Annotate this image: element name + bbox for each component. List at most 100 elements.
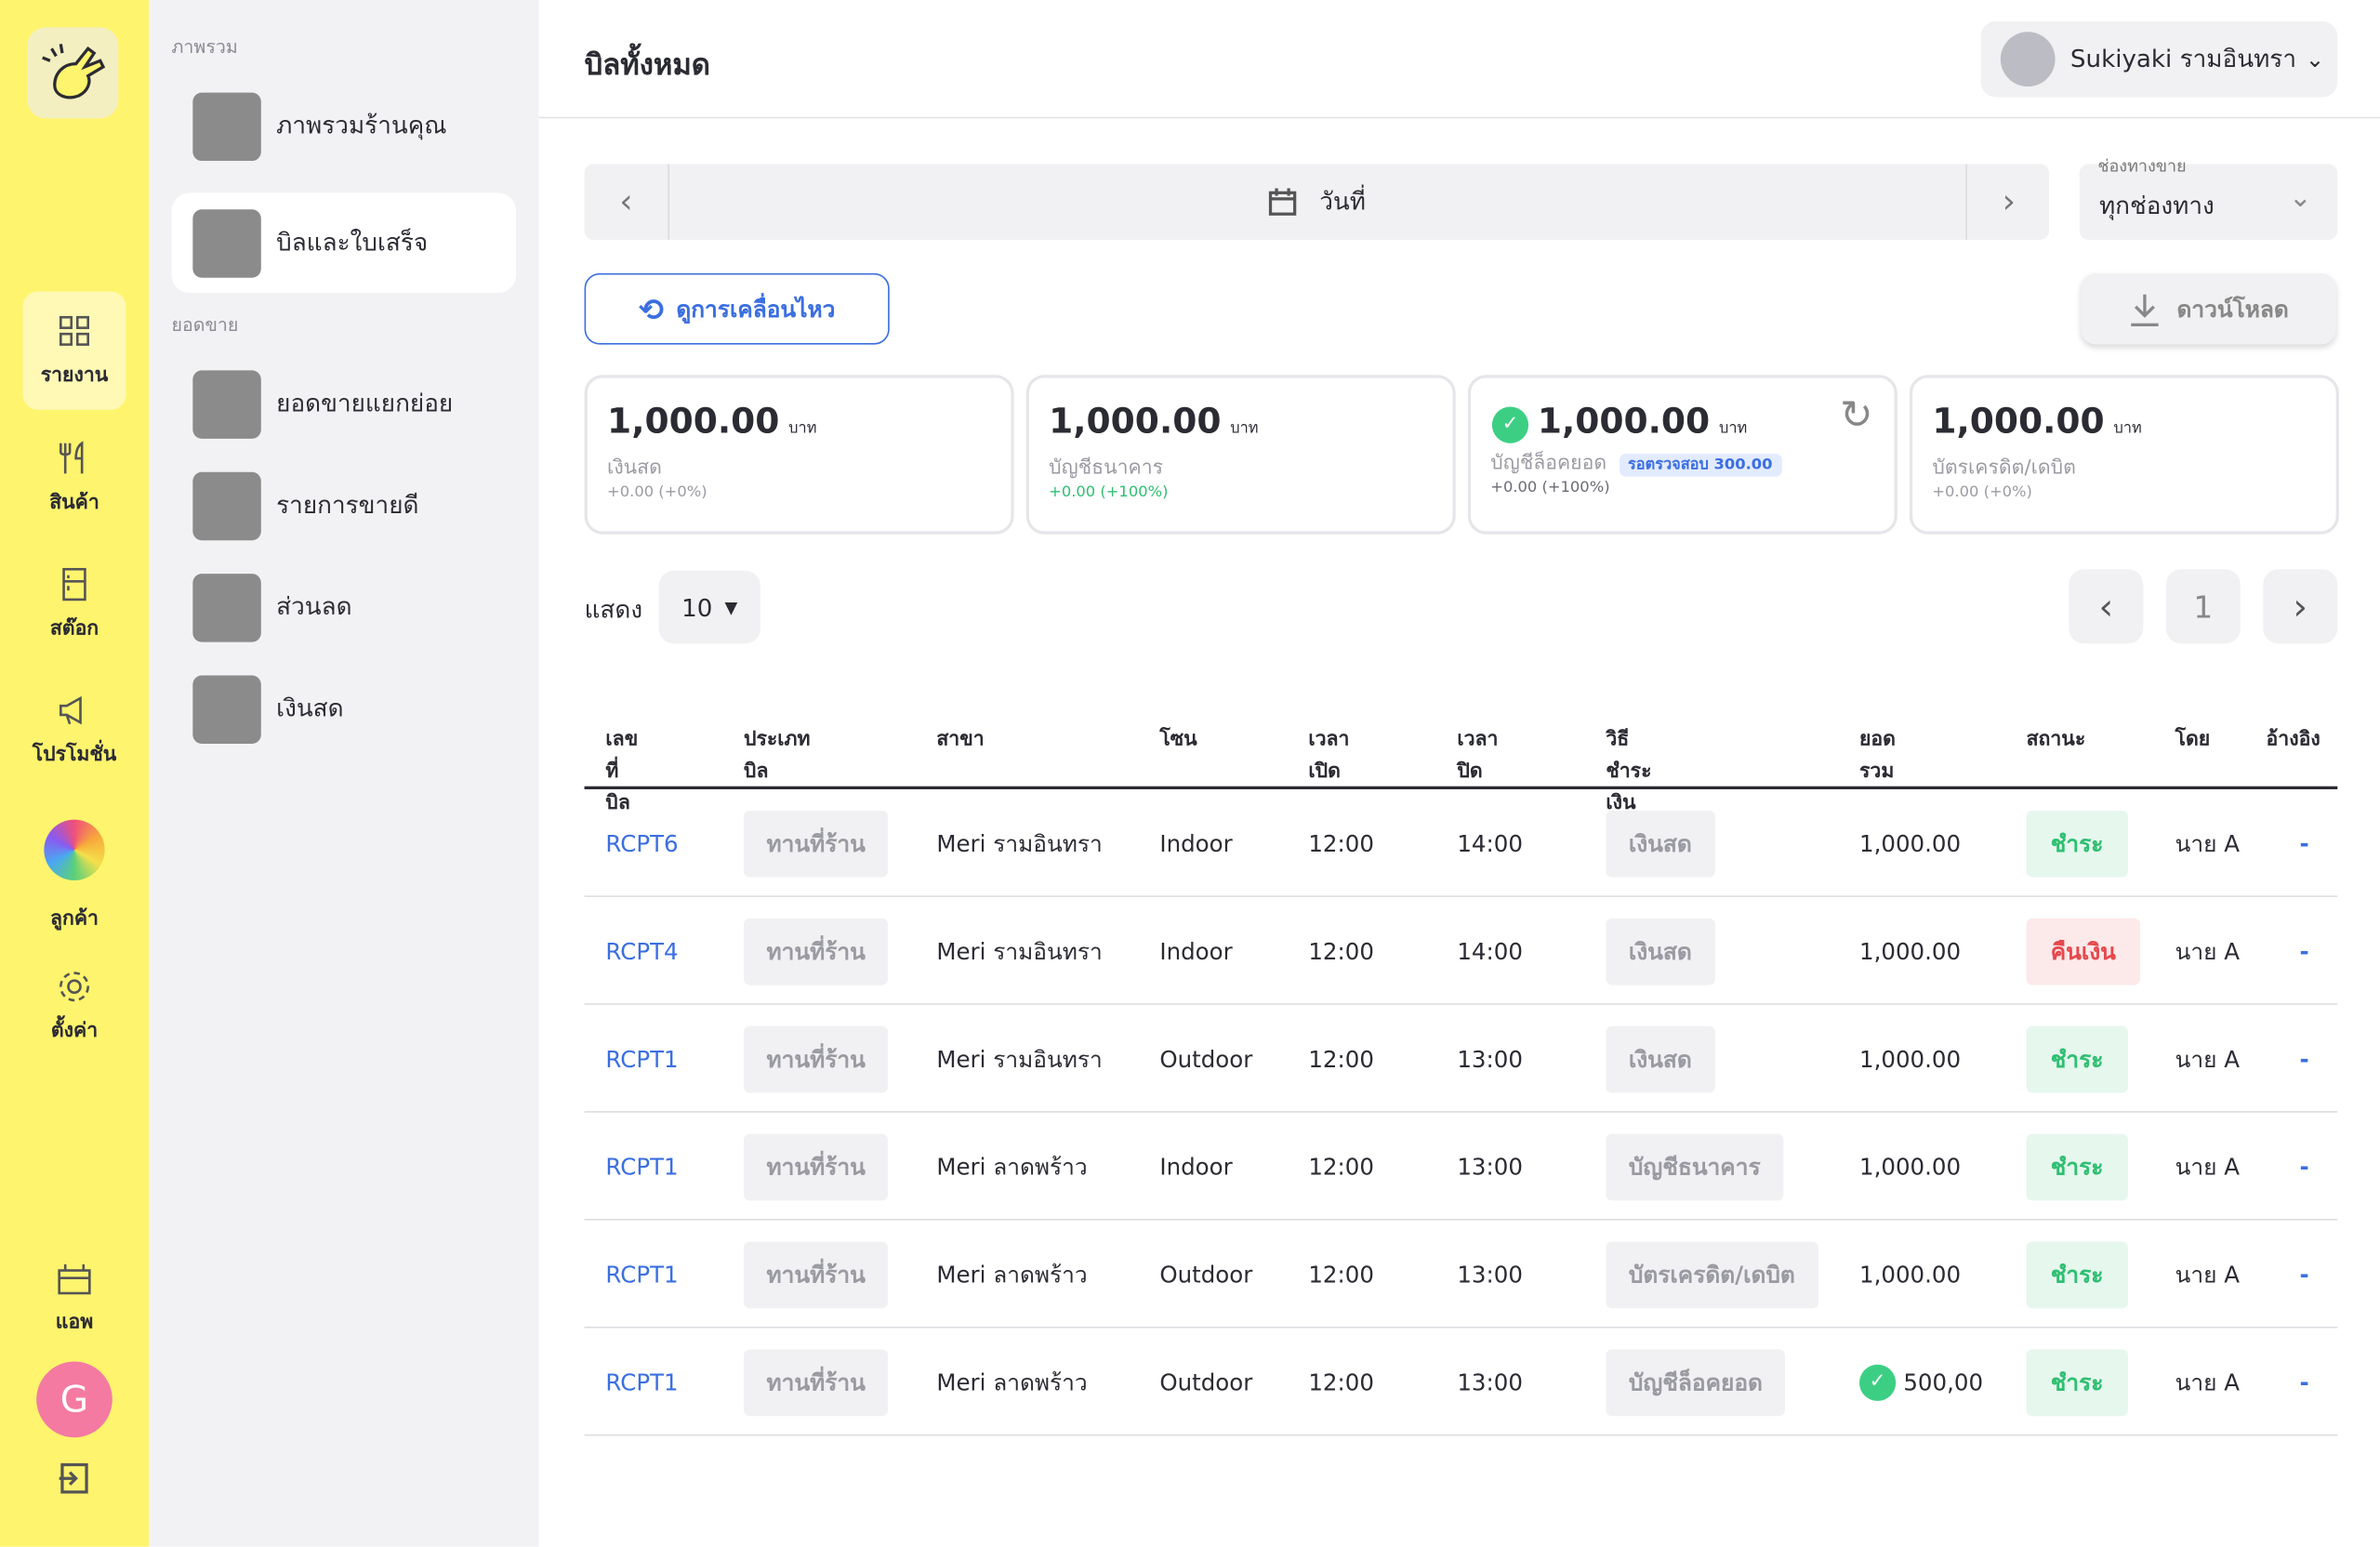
menu-item[interactable]: บิลและใบเสร็จ (171, 192, 517, 294)
page-size[interactable]: 10 ▼ (658, 570, 760, 644)
refresh-icon[interactable]: ↻ (1840, 392, 1873, 439)
cell: 14:00 (1457, 830, 1523, 858)
bill-link[interactable]: RCPT1 (605, 1153, 679, 1182)
rail-label: ลูกค้า (50, 907, 99, 931)
column-header: ประเภทบิล (743, 728, 811, 784)
cell: Meri ลาดพร้าว (936, 1368, 1088, 1397)
date-picker[interactable]: วันที่ (669, 164, 1964, 240)
bill-type-pill: ทานที่ร้าน (743, 1349, 889, 1417)
menu-item[interactable]: เงินสด (171, 659, 516, 760)
menu-item[interactable]: ส่วนลด (171, 557, 516, 657)
date-label: วันที่ (1319, 185, 1366, 216)
rail-icon (62, 567, 86, 602)
card-label: บัญชีธนาคาร (1049, 451, 1163, 483)
rail-item[interactable]: ลูกค้า (22, 819, 126, 933)
column-header: โซน (1159, 728, 1197, 752)
column-header: สถานะ (2026, 728, 2086, 752)
column-header: เลขที่บิล (605, 728, 639, 815)
header-rule (584, 786, 2338, 789)
unit: บาท (1230, 420, 1259, 438)
rail-item[interactable]: สินค้า (22, 440, 126, 517)
total: 500,00 (1903, 1368, 1984, 1397)
bill-type-pill: ทานที่ร้าน (743, 918, 889, 985)
row-divider (584, 1434, 2338, 1436)
status-pill: ชำระ (2026, 1349, 2128, 1417)
column-header: วิธีชำระเงิน (1606, 728, 1652, 815)
active-highlight (22, 291, 126, 410)
menu-item[interactable]: ยอดขายแยกย่อย (171, 353, 516, 454)
next-date[interactable]: › (1965, 164, 2050, 240)
cell: Outdoor (1159, 1261, 1253, 1289)
section-title: ยอดขาย (171, 313, 239, 336)
channel-select[interactable]: ช่องทางขาย ทุกช่องทาง ⌄ (2079, 156, 2338, 240)
current-page[interactable]: 1 (2165, 569, 2241, 644)
column-header: สาขา (936, 728, 985, 752)
bill-link[interactable]: RCPT1 (605, 1368, 679, 1397)
column-header: โดย (2175, 728, 2211, 752)
menu-label: รายการขายดี (276, 489, 419, 519)
cell: นาย A (2175, 937, 2240, 966)
bill-link[interactable]: RCPT1 (605, 1261, 679, 1289)
channel-value: ทุกช่องทาง (2098, 191, 2215, 220)
rail-item[interactable]: สต๊อก (22, 566, 126, 643)
rail-label: โปรโมชั่น (32, 743, 117, 767)
rail-item[interactable]: รายงาน (22, 312, 126, 390)
menu-item[interactable]: รายการขายดี (171, 456, 516, 556)
rail-icon (59, 972, 89, 1002)
header-divider (538, 116, 2380, 119)
menu-item[interactable]: ภาพรวมร้านคุณ (171, 76, 516, 177)
menu-icon (192, 208, 261, 277)
unit: บาท (1718, 420, 1748, 438)
summary-card: 1,000.00 บาท บัญชีธนาคาร +0.00 (+100%) (1025, 375, 1456, 535)
menu-icon (192, 470, 261, 540)
menu-icon (192, 674, 261, 744)
avatar[interactable]: G (36, 1361, 112, 1438)
column-header: ยอดรวม (1858, 728, 1896, 784)
rail-item[interactable]: ตั้งค่า (22, 969, 126, 1046)
payment-pill: บัญชีล็อคยอด (1606, 1349, 1786, 1417)
prev-date[interactable]: ‹ (585, 164, 669, 240)
card-amount: 1,000.00 บาท (607, 403, 816, 442)
store-name: Sukiyaki รามอินทรา (2069, 43, 2296, 73)
menu-label: ภาพรวมร้านคุณ (276, 110, 447, 139)
rail-label: รายงาน (40, 364, 109, 388)
sidebar-rail: รายงานสินค้าสต๊อกโปรโมชั่นลูกค้าตั้งค่าแ… (0, 0, 149, 1547)
cell: 1,000.00 (1858, 1153, 1962, 1182)
payment-pill: เงินสด (1606, 918, 1715, 985)
rail-item[interactable]: โปรโมชั่น (22, 692, 126, 769)
cell: 1,000.00 (1858, 830, 1962, 858)
logout-icon[interactable] (56, 1461, 92, 1497)
next-page[interactable]: › (2263, 569, 2338, 644)
download-button[interactable]: ดาวน์โหลด (2081, 272, 2336, 345)
summary-card: 1,000.00 บาท ✓ ↻ บัญชีล็อคยอด รอตรวจสอบ 300.0… (1467, 375, 1897, 535)
card-label: บัตรเครดิต/เดบิต (1932, 451, 2076, 483)
bill-link[interactable]: RCPT1 (605, 1045, 679, 1074)
amount: 1,000.00 (1932, 402, 2105, 443)
cell: 12:00 (1308, 1261, 1374, 1289)
bill-link[interactable]: RCPT4 (605, 937, 679, 966)
menu-label: เงินสด (276, 693, 344, 722)
bill-link[interactable]: RCPT6 (605, 830, 679, 858)
store-selector[interactable]: Sukiyaki รามอินทรา ⌄ (1980, 20, 2338, 98)
cell: นาย A (2175, 1261, 2240, 1289)
rail-icon (58, 1263, 91, 1295)
verified-icon: ✓ (1491, 406, 1529, 443)
summary-card: 1,000.00 บาท เงินสด +0.00 (+0%) (584, 375, 1014, 535)
cell: นาย A (2175, 830, 2240, 858)
history-button[interactable]: ⟲ ดูการเคลื่อนไหว (584, 272, 890, 345)
cell: 13:00 (1457, 1261, 1523, 1289)
prev-page[interactable]: ‹ (2069, 569, 2144, 644)
card-amount: 1,000.00 บาท (1538, 403, 1747, 442)
logo[interactable] (27, 27, 119, 119)
rail-label: แอพ (55, 1311, 94, 1335)
page-size-value: 10 (681, 592, 713, 622)
rail-item[interactable]: แอพ (22, 1260, 126, 1337)
rail-label: สต๊อก (49, 617, 99, 641)
page-title: บิลทั้งหมด (584, 48, 710, 83)
customer-icon (44, 819, 105, 880)
reference: - (2299, 937, 2309, 966)
menu-icon (192, 573, 261, 641)
